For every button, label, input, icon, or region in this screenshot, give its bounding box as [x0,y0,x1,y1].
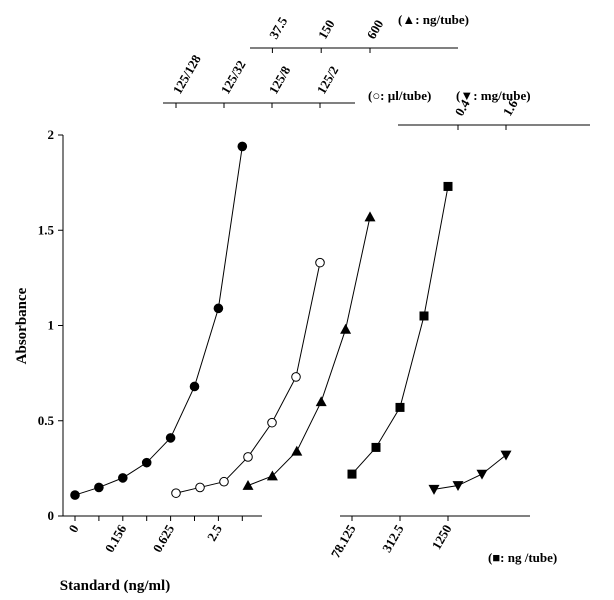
y-tick-label: 1.5 [38,222,55,237]
point [340,323,352,334]
point [141,457,152,468]
x-tick-label: 0.4 [452,96,473,118]
point [315,396,327,407]
y-tick-label: 0.5 [38,413,55,428]
point [165,433,176,443]
x-axis-label: (○: µl/tube) [368,88,431,103]
point [242,480,254,490]
x-tick-label: 125/128 [170,52,205,97]
x-tick-label: 0.625 [150,522,178,555]
point [395,402,405,412]
point [195,482,205,493]
point [364,211,376,222]
point [213,303,224,314]
x-tick-label: 78.125 [328,522,359,561]
point [219,476,229,487]
y-tick-label: 0 [48,508,55,523]
point [428,484,440,495]
point [189,381,200,392]
point [291,445,303,456]
x-tick-label: 312.5 [379,522,407,555]
point [237,141,248,152]
series-line [74,146,243,496]
point [267,417,277,428]
x-tick-label: 2.5 [204,522,225,544]
x-tick-label: 0.156 [102,522,130,555]
x-axis-label: (■: ng /tube) [488,550,557,565]
point [94,482,104,493]
x-tick-label: 125/8 [266,63,294,97]
x-axis-label: (▲: ng/tube) [398,12,469,27]
point [118,473,128,483]
point [243,452,253,462]
point [291,372,301,382]
y-axis-label: Absorbance [14,287,30,364]
series-line [247,216,371,486]
series-line [433,454,507,490]
y-tick-label: 2 [48,127,55,142]
point [171,488,181,498]
x-tick-label: 125/32 [218,58,249,97]
point [419,311,429,321]
point [452,481,464,492]
x-tick-label: 150 [315,17,338,41]
point [476,469,488,480]
x-axis-label: Standard (ng/ml) [60,578,170,594]
series-line [351,186,449,475]
point [500,450,512,461]
point [266,470,278,481]
point [70,490,80,500]
x-axis-label: (▼: mg/tube) [456,88,531,103]
point [347,469,357,479]
x-tick-label: 0 [65,522,81,535]
x-tick-label: 1250 [429,522,455,552]
point [371,442,381,452]
x-tick-label: 600 [364,17,387,41]
point [315,257,325,268]
point [443,181,453,191]
x-tick-label: 37.5 [266,14,291,42]
y-tick-label: 1 [48,318,55,333]
x-tick-label: 1.6 [500,96,521,118]
x-tick-label: 125/2 [314,63,342,96]
